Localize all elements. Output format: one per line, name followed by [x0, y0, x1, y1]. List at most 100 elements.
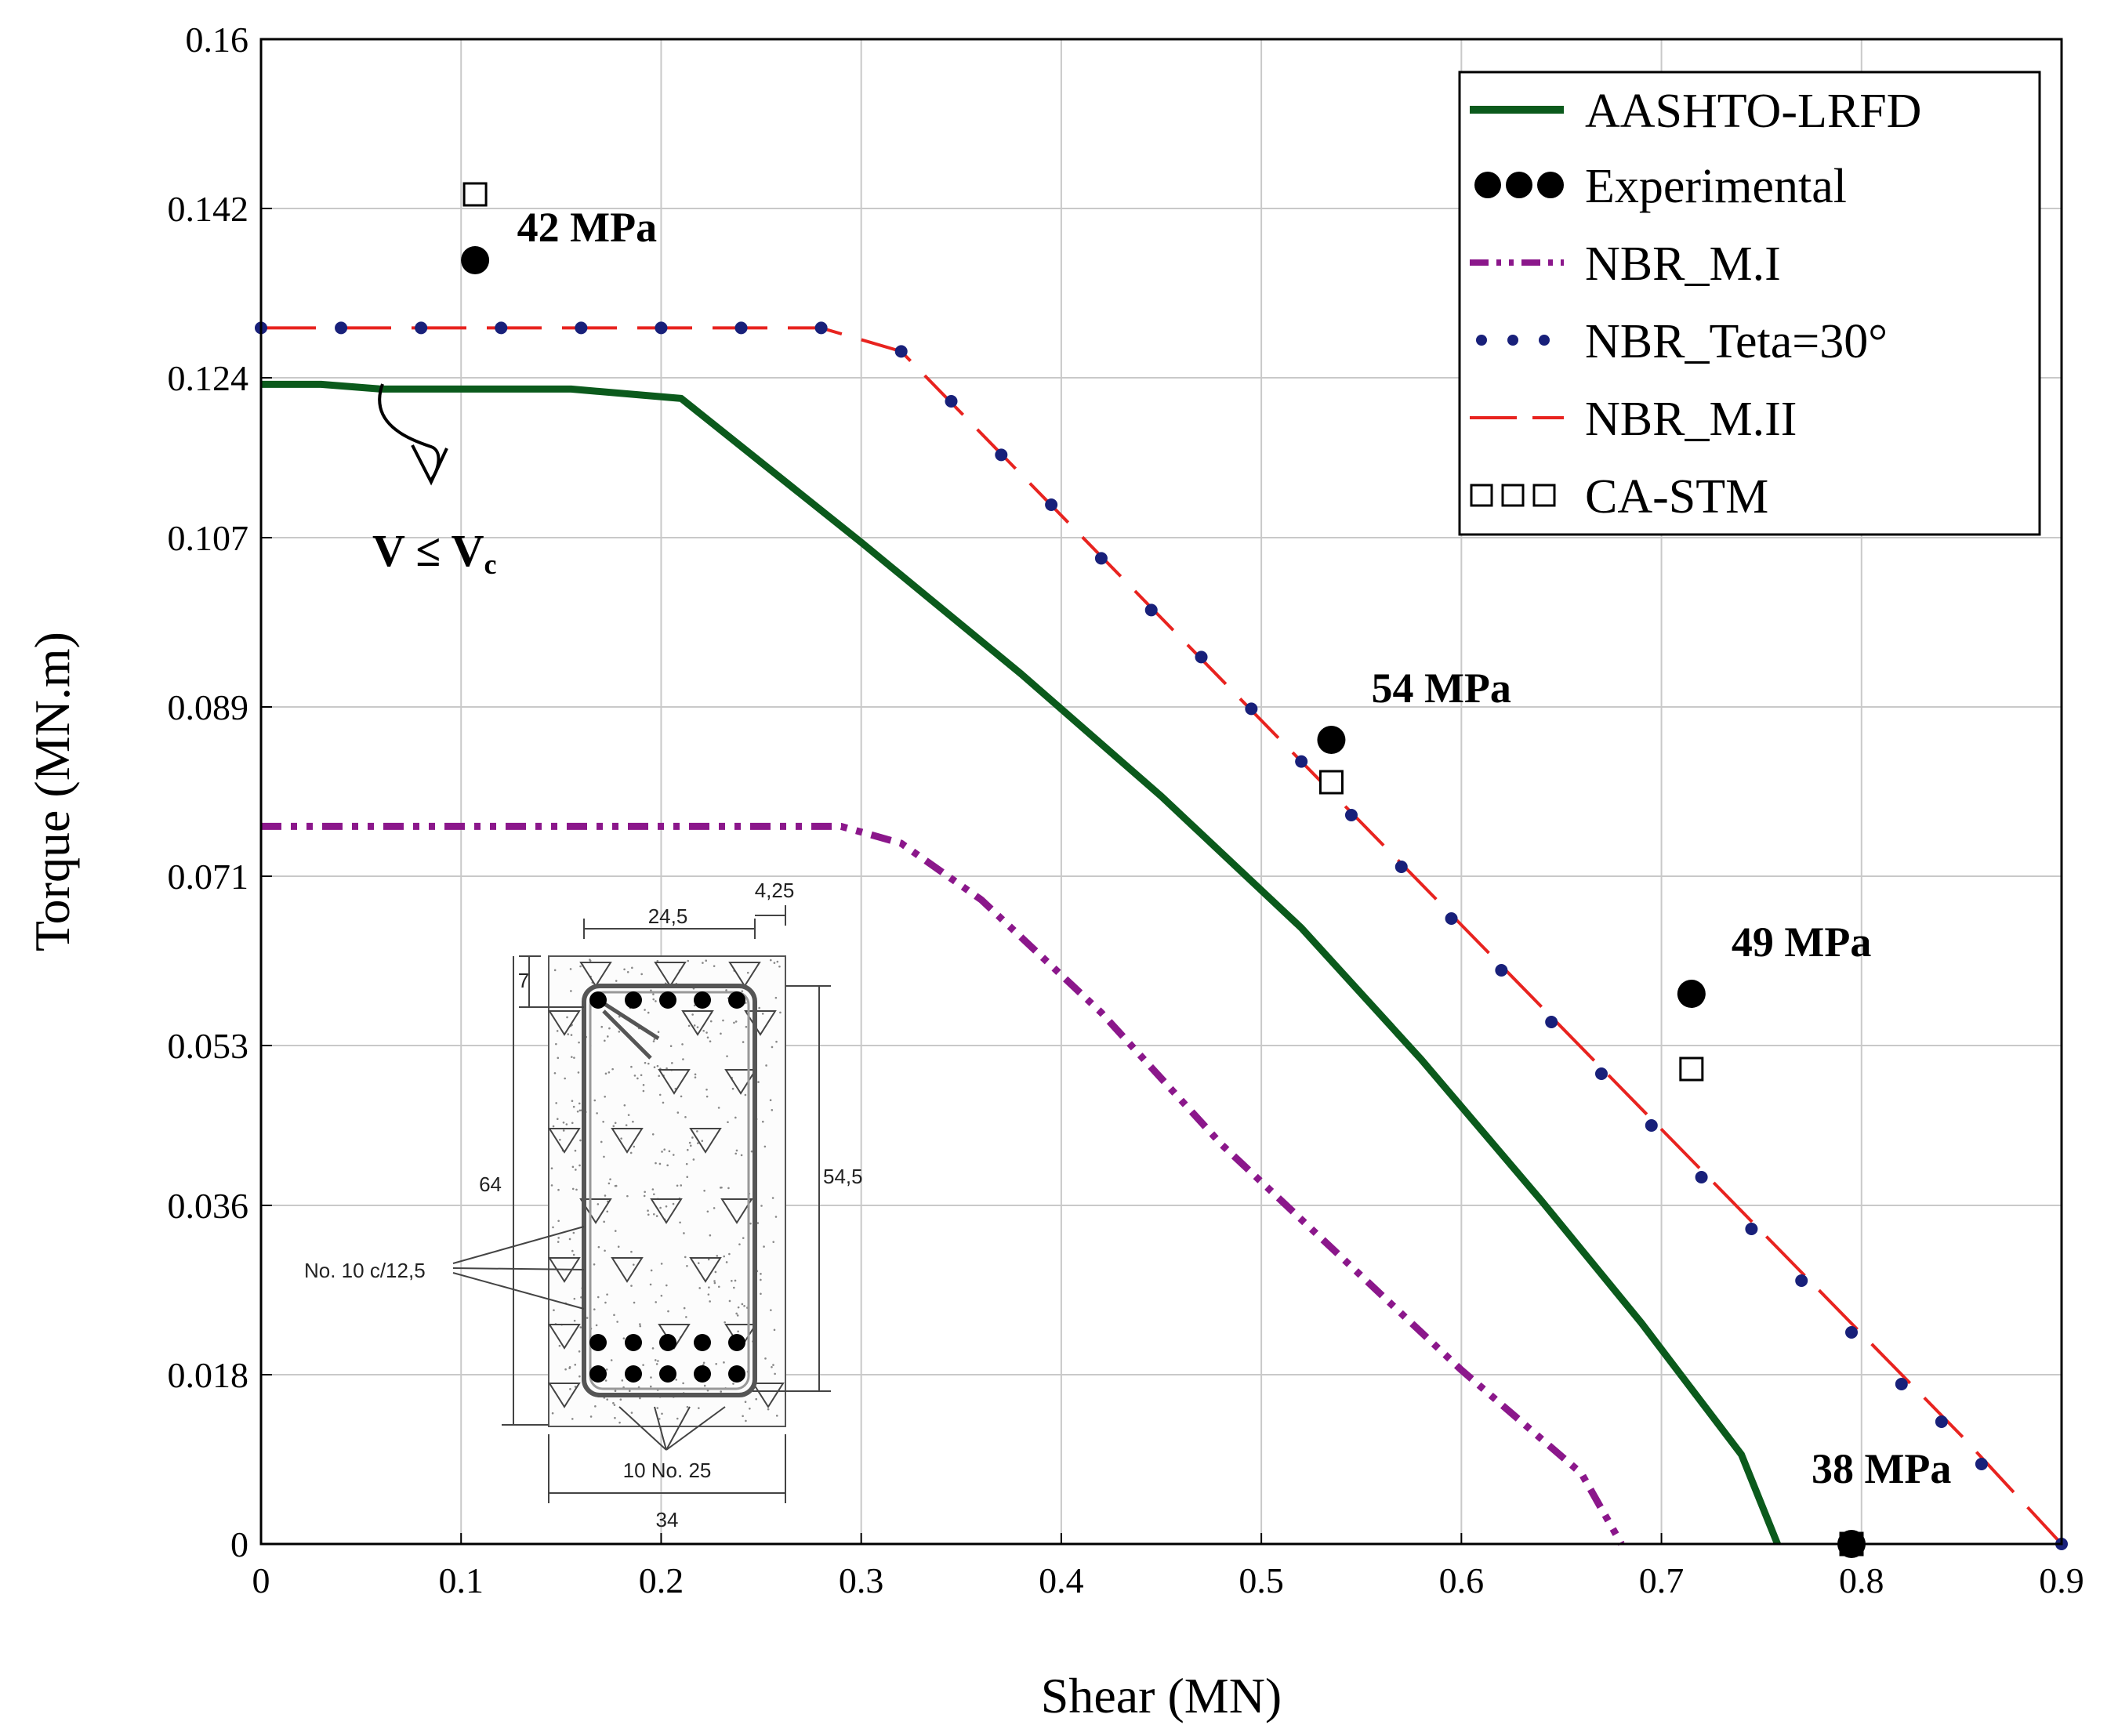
concrete-speckle	[629, 1390, 631, 1393]
concrete-speckle	[686, 1148, 689, 1151]
concrete-speckle	[570, 1034, 573, 1036]
aggregate-marker	[681, 1010, 714, 1036]
rebar	[659, 991, 676, 1009]
concrete-speckle	[735, 1312, 738, 1315]
concrete-speckle	[609, 1178, 611, 1180]
concrete-speckle	[578, 1102, 581, 1105]
concrete-speckle	[667, 1310, 669, 1313]
concrete-speckle	[630, 1065, 633, 1068]
concrete-speckle	[713, 1280, 716, 1282]
concrete-speckle	[722, 1019, 724, 1022]
concrete-speckle	[661, 1412, 663, 1415]
concrete-speckle	[574, 1363, 577, 1366]
concrete-speckle	[650, 1269, 653, 1272]
concrete-speckle	[742, 1041, 745, 1043]
concrete-speckle	[626, 970, 629, 973]
series-nbr-teta-30-point	[945, 395, 958, 408]
concrete-speckle	[771, 1365, 773, 1368]
aggregate-marker	[658, 1069, 691, 1095]
series-nbr-teta-30-point	[1295, 755, 1308, 768]
concrete-speckle	[675, 1379, 678, 1381]
concrete-speckle	[741, 990, 744, 992]
series-nbr-teta-30-point	[1895, 1378, 1908, 1390]
concrete-speckle	[655, 1000, 657, 1002]
concrete-speckle	[577, 1071, 580, 1074]
legend-swatch-nbr-teta	[1539, 335, 1550, 346]
concrete-speckle	[734, 1116, 737, 1119]
concrete-speckle	[604, 1379, 607, 1382]
concrete-speckle	[632, 1263, 635, 1266]
concrete-speckle	[596, 1112, 598, 1114]
legend-swatch-ca-stm	[1470, 484, 1493, 507]
concrete-speckle	[726, 1055, 728, 1057]
plot-frame	[259, 38, 2063, 1546]
concrete-speckle	[612, 1125, 615, 1128]
concrete-speckle	[568, 1238, 571, 1241]
aggregate-marker	[654, 962, 687, 988]
concrete-speckle	[771, 1046, 774, 1049]
concrete-speckle	[653, 1193, 655, 1196]
concrete-speckle	[691, 1013, 694, 1016]
concrete-speckle	[557, 1237, 560, 1239]
concrete-speckle	[556, 1030, 559, 1032]
concrete-speckle	[723, 1255, 726, 1258]
concrete-speckle	[630, 1412, 633, 1414]
concrete-speckle	[614, 1416, 616, 1419]
series-nbr-teta-30-point	[335, 321, 348, 335]
concrete-speckle	[663, 1148, 666, 1151]
concrete-speckle	[652, 998, 655, 1001]
concrete-speckle	[686, 1176, 689, 1178]
concrete-speckle	[614, 1122, 617, 1125]
concrete-speckle	[707, 1258, 710, 1261]
concrete-speckle	[621, 1379, 624, 1382]
concrete-speckle	[770, 1309, 772, 1311]
concrete-speckle	[745, 1025, 748, 1028]
x-tick-label: 0.1	[438, 1560, 484, 1600]
concrete-speckle	[734, 1020, 738, 1023]
concrete-speckle	[688, 1141, 691, 1144]
concrete-speckle	[647, 1011, 650, 1014]
dim-label-top: 24,5	[648, 904, 688, 928]
concrete-speckle	[658, 1418, 661, 1420]
series-nbr-teta-30-point	[995, 448, 1008, 462]
concrete-speckle	[693, 1024, 696, 1027]
concrete-speckle	[613, 1314, 615, 1317]
concrete-speckle	[557, 1220, 560, 1223]
dim-cover-top	[519, 955, 584, 1008]
concrete-speckle	[685, 1316, 687, 1318]
concrete-speckle	[706, 1210, 709, 1213]
concrete-speckle	[720, 1032, 722, 1035]
legend-label: NBR_Teta=30°	[1585, 315, 1888, 368]
series-nbr-teta-30-point	[1495, 964, 1508, 977]
concrete-speckle	[708, 1286, 710, 1288]
concrete-speckle	[655, 1363, 658, 1365]
concrete-speckle	[658, 1075, 660, 1078]
concrete-speckle	[562, 1129, 565, 1132]
concrete-speckle	[705, 959, 708, 962]
concrete-speckle	[552, 1125, 555, 1128]
concrete-speckle	[642, 1364, 644, 1366]
dim-width	[548, 1434, 786, 1503]
concrete-speckle	[682, 1058, 684, 1060]
concrete-speckle	[630, 1285, 633, 1287]
concrete-speckle	[618, 1421, 621, 1424]
rebar	[694, 1365, 711, 1383]
x-tick-label: 0.4	[1039, 1560, 1084, 1600]
dim-total-height	[502, 956, 549, 1426]
concrete-speckle	[697, 1262, 700, 1264]
concrete-speckle	[655, 1215, 658, 1217]
concrete-speckle	[701, 1140, 704, 1143]
concrete-speckle	[720, 1390, 723, 1393]
aggregate-marker	[548, 1010, 581, 1036]
concrete-speckle	[702, 962, 704, 964]
concrete-speckle	[774, 1372, 776, 1375]
concrete-speckle	[662, 1101, 665, 1104]
concrete-speckle	[651, 1133, 655, 1136]
concrete-speckle	[684, 1256, 687, 1259]
concrete-speckle	[618, 1015, 621, 1018]
aggregate-marker	[611, 1128, 644, 1154]
concrete-speckle	[656, 1407, 659, 1409]
concrete-speckle	[707, 1293, 710, 1296]
concrete-speckle	[593, 1263, 596, 1266]
